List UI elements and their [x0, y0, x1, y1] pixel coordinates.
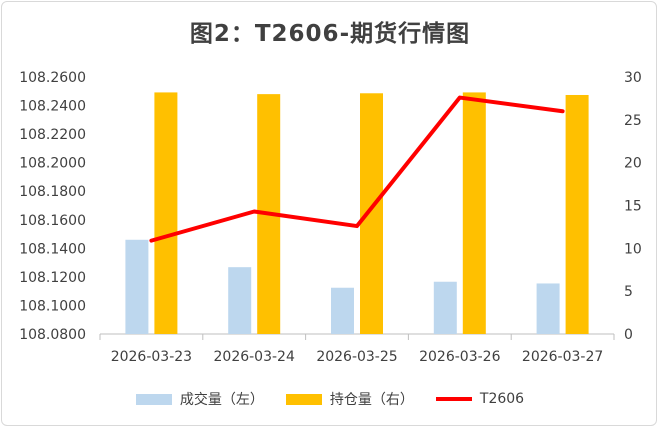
right-tick-label: 25	[624, 113, 642, 129]
left-tick-label: 108.1000	[19, 298, 86, 314]
legend-swatch-open-interest	[285, 393, 322, 405]
bar-series	[125, 92, 589, 335]
x-tick-label: 2026-03-23	[111, 349, 192, 365]
x-tick-label: 2026-03-26	[419, 349, 500, 365]
legend-label-volume: 成交量（左）	[179, 392, 264, 408]
legend-item-t2606: T2606	[435, 391, 525, 407]
right-tick-label: 15	[624, 199, 642, 215]
open-interest-bar	[462, 92, 486, 334]
left-tick-label: 108.2400	[19, 99, 86, 115]
line-series	[149, 95, 565, 243]
right-axis-ticks: 30 25 20 15 10 5 0	[624, 70, 642, 343]
legend: 成交量（左） 持仓量（右） T2606	[0, 387, 660, 411]
open-interest-bar	[154, 92, 178, 334]
right-tick-label: 30	[624, 70, 642, 86]
left-tick-label: 108.1200	[19, 270, 86, 286]
legend-swatch-t2606	[435, 397, 472, 401]
t2606-line	[149, 95, 565, 243]
x-tick-label: 2026-03-25	[316, 349, 397, 365]
legend-item-open-interest: 持仓量（右）	[285, 389, 414, 409]
open-interest-bar	[360, 93, 383, 334]
left-tick-label: 108.0800	[19, 327, 86, 343]
volume-bar	[331, 287, 354, 334]
chart-title: 图2：T2606-期货行情图	[189, 21, 471, 47]
left-axis-ticks: 108.2600 108.2400 108.2200 108.2000 108.1800…	[19, 70, 86, 343]
x-tick-label: 2026-03-27	[522, 349, 603, 365]
right-tick-label: 0	[624, 327, 633, 343]
volume-bar	[228, 267, 252, 334]
left-tick-label: 108.1600	[19, 213, 86, 229]
volume-bar	[536, 283, 560, 334]
left-tick-label: 108.2600	[19, 70, 86, 86]
left-tick-label: 108.1800	[19, 184, 86, 200]
x-tick-label: 2026-03-24	[214, 349, 295, 365]
right-tick-label: 10	[624, 241, 642, 257]
legend-swatch-volume	[135, 393, 172, 405]
left-tick-label: 108.1400	[19, 241, 86, 257]
legend-label-t2606: T2606	[479, 391, 525, 407]
legend-label-open-interest: 持仓量（右）	[329, 392, 414, 408]
right-tick-label: 20	[624, 156, 642, 172]
x-axis: 2026-03-23 2026-03-24 2026-03-25 2026-03-26…	[99, 333, 615, 365]
left-tick-label: 108.2200	[19, 127, 86, 143]
right-tick-label: 5	[624, 284, 633, 300]
legend-item-volume: 成交量（左）	[135, 389, 264, 409]
volume-bar	[433, 281, 457, 334]
left-tick-label: 108.2000	[19, 156, 86, 172]
volume-bar	[125, 239, 149, 334]
open-interest-bar	[565, 94, 589, 335]
